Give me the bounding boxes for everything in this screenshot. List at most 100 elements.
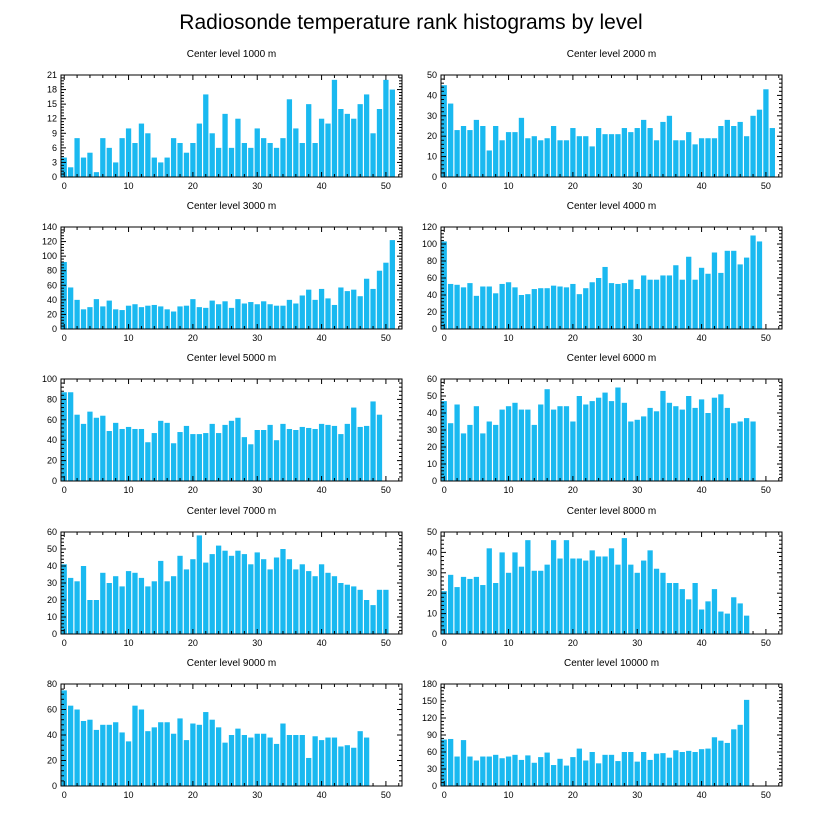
- x-tick-label: 30: [252, 485, 262, 495]
- bar: [448, 283, 454, 329]
- bar: [666, 583, 673, 634]
- bar: [480, 756, 486, 786]
- bar: [261, 733, 267, 786]
- bar: [370, 605, 376, 634]
- bar: [235, 118, 241, 177]
- x-tick-label: 50: [761, 333, 771, 343]
- bar: [615, 564, 621, 634]
- y-tick-label: 80: [47, 394, 57, 404]
- bar: [563, 140, 570, 177]
- bar: [248, 564, 254, 634]
- y-tick-label: 60: [47, 280, 57, 290]
- bar: [145, 133, 151, 177]
- bar: [196, 307, 202, 329]
- bar: [460, 433, 467, 481]
- bar: [280, 723, 286, 786]
- bar: [499, 758, 505, 786]
- bar: [756, 241, 763, 329]
- bar: [653, 753, 660, 786]
- x-tick-label: 40: [697, 181, 707, 191]
- x-tick-label: 30: [632, 181, 642, 191]
- bar: [525, 138, 531, 177]
- bar: [241, 437, 248, 481]
- bar: [673, 750, 679, 786]
- bar: [132, 428, 138, 481]
- x-tick-label: 0: [442, 790, 447, 800]
- bar: [647, 279, 653, 329]
- bar: [338, 287, 344, 329]
- bar: [261, 138, 267, 177]
- bar: [158, 722, 164, 786]
- bar-series: [441, 387, 756, 481]
- bar: [299, 426, 305, 481]
- bar: [557, 286, 563, 329]
- y-tick-label: 100: [422, 239, 437, 249]
- bar: [621, 752, 628, 786]
- bar: [705, 748, 711, 786]
- bar: [177, 143, 183, 177]
- bar: [209, 554, 215, 634]
- panel-title: Center level 2000 m: [567, 49, 657, 60]
- bar: [499, 552, 505, 634]
- bar: [441, 241, 447, 329]
- bar: [344, 291, 350, 329]
- bar: [190, 434, 196, 481]
- bar: [608, 754, 615, 786]
- bar: [351, 289, 357, 329]
- bar: [325, 572, 331, 634]
- bar: [119, 586, 125, 634]
- panel-8: Center level 8000 m 0 10 20 30 40 50 0 10 20 30 40 5…: [427, 506, 783, 648]
- bar: [711, 252, 718, 329]
- bar: [61, 261, 67, 329]
- y-tick-label: 20: [47, 309, 57, 319]
- x-tick-label: 10: [504, 790, 514, 800]
- bar: [74, 581, 80, 634]
- bar: [512, 754, 518, 786]
- x-tick-label: 20: [568, 638, 578, 648]
- bar: [692, 407, 698, 481]
- x-tick-label: 50: [381, 638, 391, 648]
- bar: [235, 417, 241, 481]
- bar: [460, 740, 467, 786]
- bar: [351, 407, 357, 481]
- bar: [673, 406, 679, 481]
- bar: [80, 566, 87, 634]
- y-tick-label: 50: [47, 544, 57, 554]
- bar: [318, 423, 325, 481]
- bar: [493, 293, 499, 329]
- bar: [718, 740, 724, 786]
- bar: [222, 742, 228, 786]
- bar: [235, 728, 241, 787]
- bar: [151, 727, 157, 786]
- bar: [325, 298, 331, 329]
- bar: [254, 552, 260, 634]
- bar: [634, 128, 640, 177]
- bar: [325, 123, 331, 177]
- bar: [653, 140, 660, 177]
- bar: [743, 615, 750, 634]
- y-tick-label: 3: [52, 157, 57, 167]
- bar: [306, 289, 312, 329]
- bar: [331, 425, 338, 481]
- panels: Center level 1000 m 0 10 20 30 40 50 0 3 6 9 12 15 18…: [42, 49, 783, 800]
- bar: [486, 286, 492, 329]
- bar: [473, 119, 480, 177]
- bar: [705, 601, 711, 634]
- bar: [473, 295, 480, 329]
- bar: [74, 414, 80, 481]
- bar: [448, 574, 454, 634]
- bar: [570, 128, 576, 177]
- bar: [698, 267, 705, 329]
- bar: [711, 737, 718, 786]
- y-tick-label: 6: [52, 143, 57, 153]
- bar: [557, 406, 563, 481]
- y-tick-label: 10: [47, 612, 57, 622]
- bar: [486, 421, 492, 481]
- bar: [363, 94, 370, 177]
- bar: [125, 741, 132, 787]
- bar: [318, 288, 325, 329]
- bar: [100, 572, 106, 634]
- bar-series: [441, 538, 750, 634]
- y-tick-label: 120: [422, 222, 437, 232]
